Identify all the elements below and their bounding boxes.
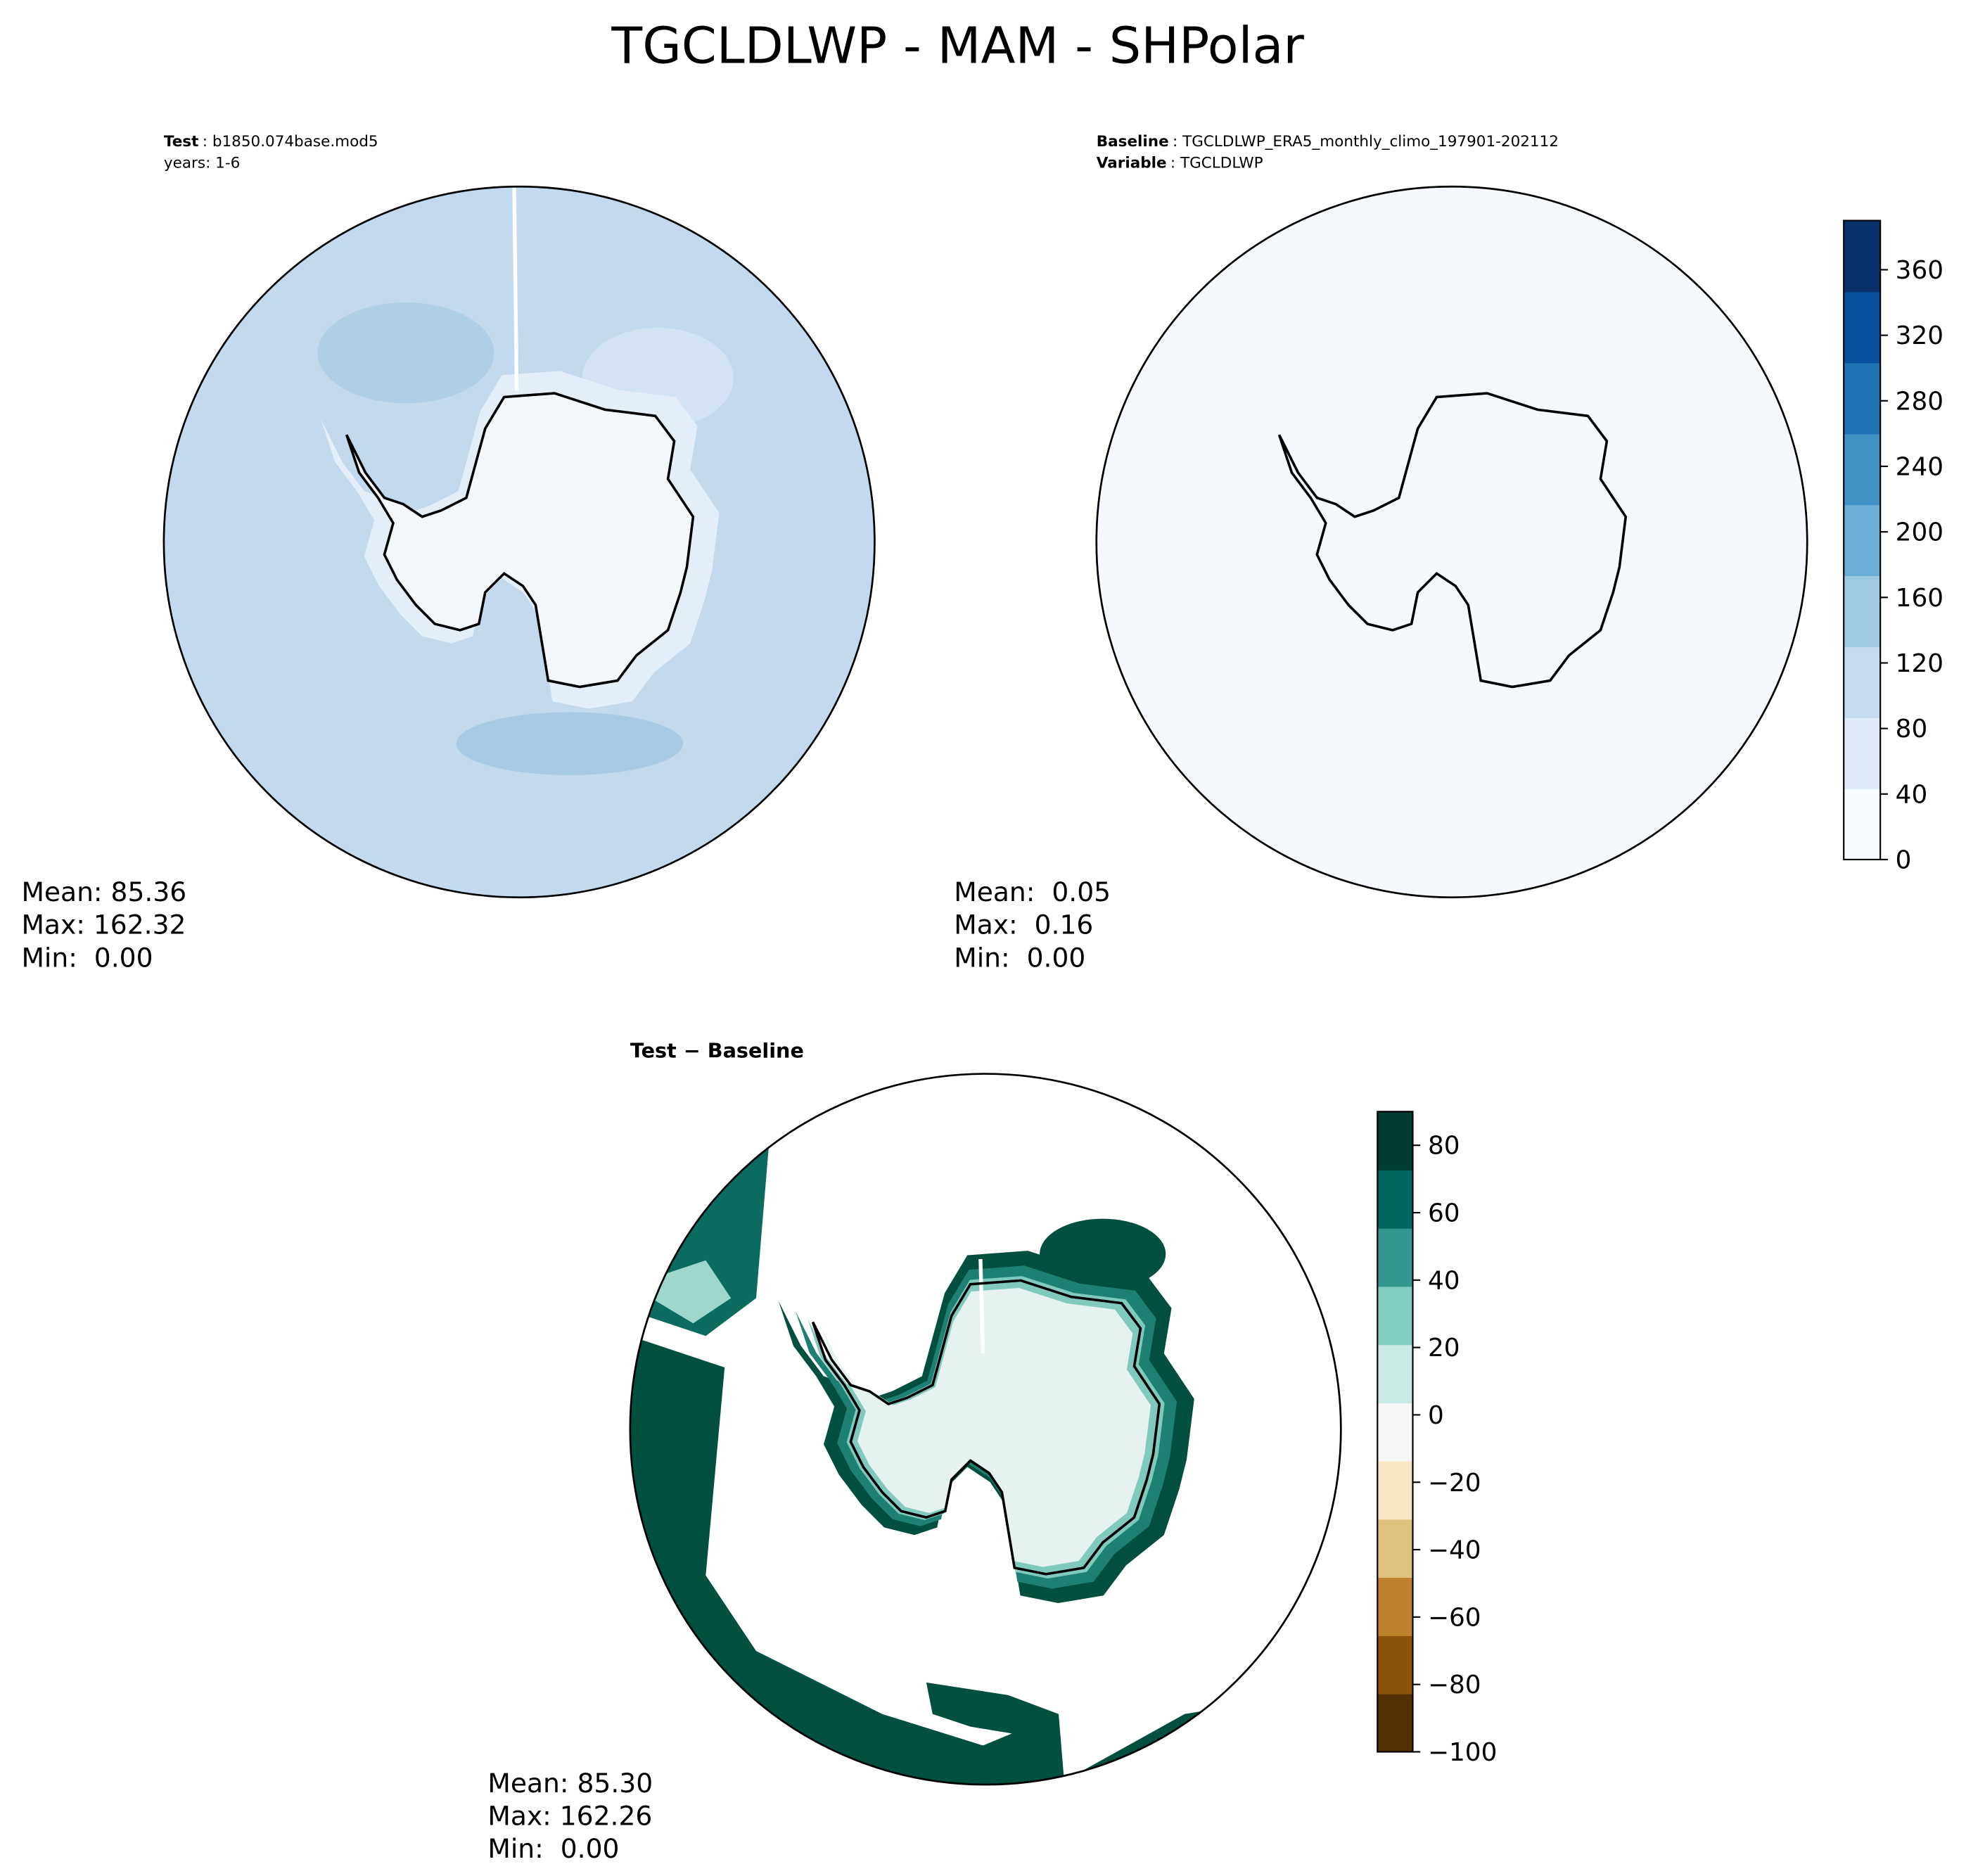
colorbar-tick-label: 60 (1428, 1199, 1460, 1228)
colorbar-band (1844, 433, 1881, 506)
colorbar-tick-label: 40 (1896, 780, 1928, 809)
colorbar-band (1844, 575, 1881, 648)
colorbar-band (1377, 1519, 1413, 1578)
panel-header: Variable: TGCLDLWP (1097, 154, 1263, 172)
diff-ant (778, 1251, 1194, 1604)
colorbar-band (1377, 1577, 1413, 1636)
colorbar-tick-label: 200 (1896, 518, 1943, 547)
map (162, 185, 876, 899)
colorbar-band (1377, 1635, 1413, 1695)
ocean-field (1096, 186, 1808, 898)
stats-line: Mean: 85.36 (21, 876, 186, 907)
header-key: Test − Baseline (630, 1038, 804, 1062)
colorbar-band (1844, 504, 1881, 577)
coastline (811, 1279, 1161, 1576)
stats-line: Min: 0.00 (487, 1833, 619, 1864)
stats-line: Mean: 0.05 (954, 876, 1111, 907)
colorbar-tick-label: 120 (1896, 649, 1943, 678)
coastline (345, 392, 695, 689)
colorbar-band (1844, 717, 1881, 789)
colorbar-tick-label: 80 (1896, 715, 1928, 744)
colorbar-tick-label: 20 (1428, 1334, 1460, 1363)
colorbar-band (1377, 1693, 1413, 1753)
colorbar-band (1844, 220, 1881, 293)
panel-header: Baseline: TGCLDLWP_ERA5_monthly_climo_19… (1097, 133, 1559, 151)
figure-title: TGCLDLWP - MAM - SHPolar (611, 16, 1304, 75)
colorbar-tick-label: 160 (1896, 584, 1943, 613)
colorbar-band (1377, 1344, 1413, 1403)
colorbar-tick-label: −100 (1428, 1738, 1497, 1767)
colorbar-tick-label: 0 (1428, 1401, 1444, 1430)
colorbar-band (1844, 789, 1881, 860)
header-key: Test (164, 133, 198, 151)
header-text: years: 1-6 (164, 154, 240, 172)
colorbar-tick-label: 240 (1896, 453, 1943, 482)
colorbar-tick-label: 320 (1896, 321, 1943, 350)
diff-field (630, 1147, 1260, 1785)
colorbar-band (1377, 1460, 1413, 1520)
header-key: Variable (1097, 154, 1167, 172)
diff-band (926, 1682, 1059, 1740)
header-text: : b1850.074base.mod5 (203, 133, 378, 151)
header-key: Baseline (1097, 133, 1169, 151)
colorbar-tick-label: −60 (1428, 1603, 1481, 1632)
colorbar-tick-label: 280 (1896, 387, 1943, 416)
header-text: : TGCLDLWP (1170, 154, 1263, 172)
stats-line: Min: 0.00 (21, 942, 153, 973)
coastline (1277, 392, 1628, 689)
map (1095, 185, 1808, 899)
stats-line: Max: 162.32 (21, 910, 186, 940)
diff-band (630, 1260, 732, 1324)
stats-line: Max: 0.16 (954, 910, 1093, 940)
colorbar-tick-label: 360 (1896, 256, 1943, 285)
header-text: : TGCLDLWP_ERA5_monthly_climo_197901-202… (1173, 133, 1559, 151)
colorbar-band (1377, 1170, 1413, 1229)
map-boundary (1095, 185, 1808, 899)
ice-field (346, 393, 694, 687)
seam (978, 1258, 985, 1354)
diff-band (630, 1336, 1065, 1785)
diff-core (821, 1287, 1151, 1567)
colorbar-tick-label: −20 (1428, 1469, 1481, 1498)
field-patch (456, 712, 684, 775)
colorbar-tick-label: −80 (1428, 1671, 1481, 1699)
map-boundary (162, 185, 876, 899)
colorbar-band (1377, 1111, 1413, 1170)
colorbar-band (1844, 362, 1881, 435)
stats-line: Min: 0.00 (954, 942, 1085, 973)
map (629, 1073, 1342, 1786)
colorbar-tick-label: −40 (1428, 1536, 1481, 1565)
colorbar-band (1844, 291, 1881, 364)
colorbar-tick-label: 40 (1428, 1266, 1460, 1295)
map-boundary (629, 1073, 1342, 1786)
colorbar-tick-label: 80 (1428, 1132, 1460, 1161)
colorbar-frame (1377, 1111, 1414, 1753)
stats-line: Max: 162.26 (487, 1800, 652, 1831)
stats-line: Mean: 85.30 (487, 1768, 653, 1799)
colorbar-band (1844, 646, 1881, 719)
panel-header: Test − Baseline (630, 1038, 804, 1062)
colorbar-band (1377, 1403, 1413, 1462)
colorbar-tick-label: 0 (1896, 846, 1912, 875)
colorbar-frame (1843, 219, 1882, 861)
field-patch (317, 302, 494, 404)
colorbar-band (1377, 1227, 1413, 1287)
colorbar-band (1377, 1286, 1413, 1346)
panel-header: years: 1-6 (164, 154, 240, 172)
seam (512, 186, 519, 391)
panel-header: Test : b1850.074base.mod5 (164, 133, 378, 151)
